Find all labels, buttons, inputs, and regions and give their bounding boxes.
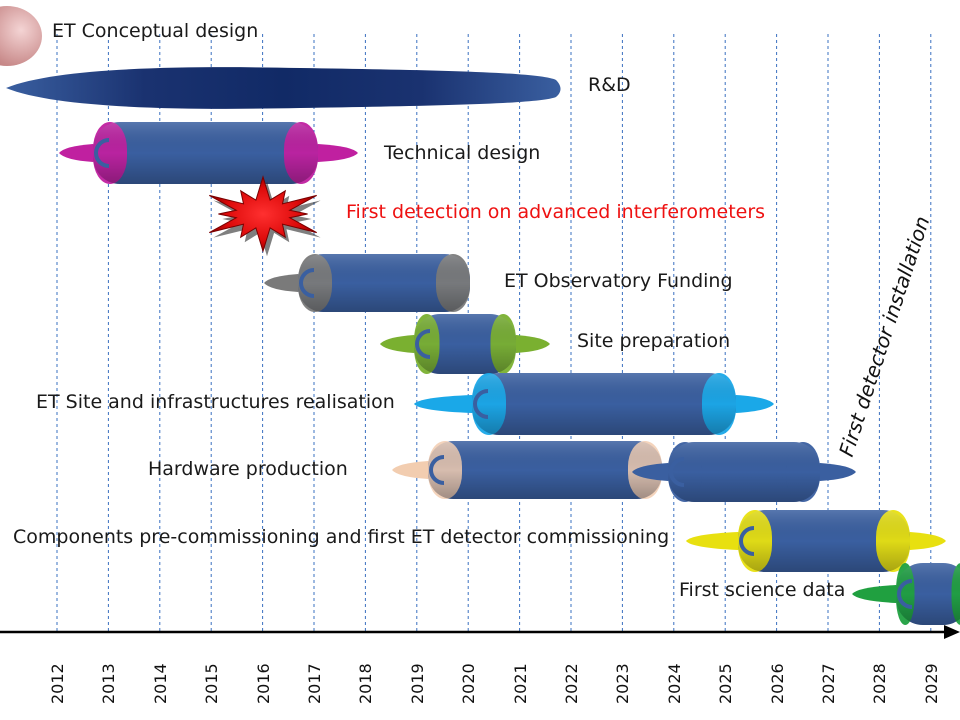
axis-arrow-icon (944, 625, 960, 639)
label-first-science-data: First science data (679, 579, 846, 601)
first-detection-burst-icon (209, 175, 317, 253)
first-science-data-bar (852, 563, 960, 625)
year-label-2016: 2016 (253, 663, 273, 704)
commissioning-bar (686, 510, 946, 572)
label-site-preparation: Site preparation (577, 330, 731, 352)
label-rnd: R&D (588, 74, 631, 96)
hardware-production-bar (392, 441, 662, 499)
year-label-2019: 2019 (407, 663, 427, 704)
site-preparation-bar (380, 314, 550, 374)
year-label-2024: 2024 (664, 663, 684, 704)
year-label-2015: 2015 (202, 663, 222, 704)
label-hardware-production: Hardware production (148, 458, 348, 480)
observatory-funding-bar (264, 254, 470, 312)
year-label-2020: 2020 (459, 663, 479, 704)
year-label-2014: 2014 (150, 663, 170, 704)
site-realisation-bar (414, 373, 774, 435)
year-label-2022: 2022 (562, 663, 581, 704)
year-label-2027: 2027 (819, 663, 838, 704)
label-first-detection: First detection on advanced interferomet… (346, 201, 766, 223)
year-label-2023: 2023 (613, 663, 633, 704)
hardware-production-bar-2 (632, 442, 856, 502)
year-label-2013: 2013 (99, 663, 119, 704)
year-label-2021: 2021 (510, 663, 530, 704)
year-label-2012: 2012 (48, 663, 67, 704)
year-label-2025: 2025 (716, 663, 736, 704)
year-label-2026: 2026 (767, 663, 787, 704)
year-label-2017: 2017 (305, 663, 324, 704)
rnd-bar (6, 67, 561, 109)
year-label-2028: 2028 (870, 663, 890, 704)
label-technical-design: Technical design (384, 142, 541, 164)
label-conceptual-design: ET Conceptual design (52, 20, 259, 42)
label-observatory-funding: ET Observatory Funding (504, 270, 733, 292)
label-commissioning: Components pre-commissioning and first E… (13, 526, 670, 548)
year-label-2018: 2018 (356, 663, 376, 704)
technical-design-bar (59, 122, 358, 184)
year-label-2029: 2029 (921, 663, 941, 704)
label-site-realisation: ET Site and infrastructures realisation (36, 391, 395, 413)
